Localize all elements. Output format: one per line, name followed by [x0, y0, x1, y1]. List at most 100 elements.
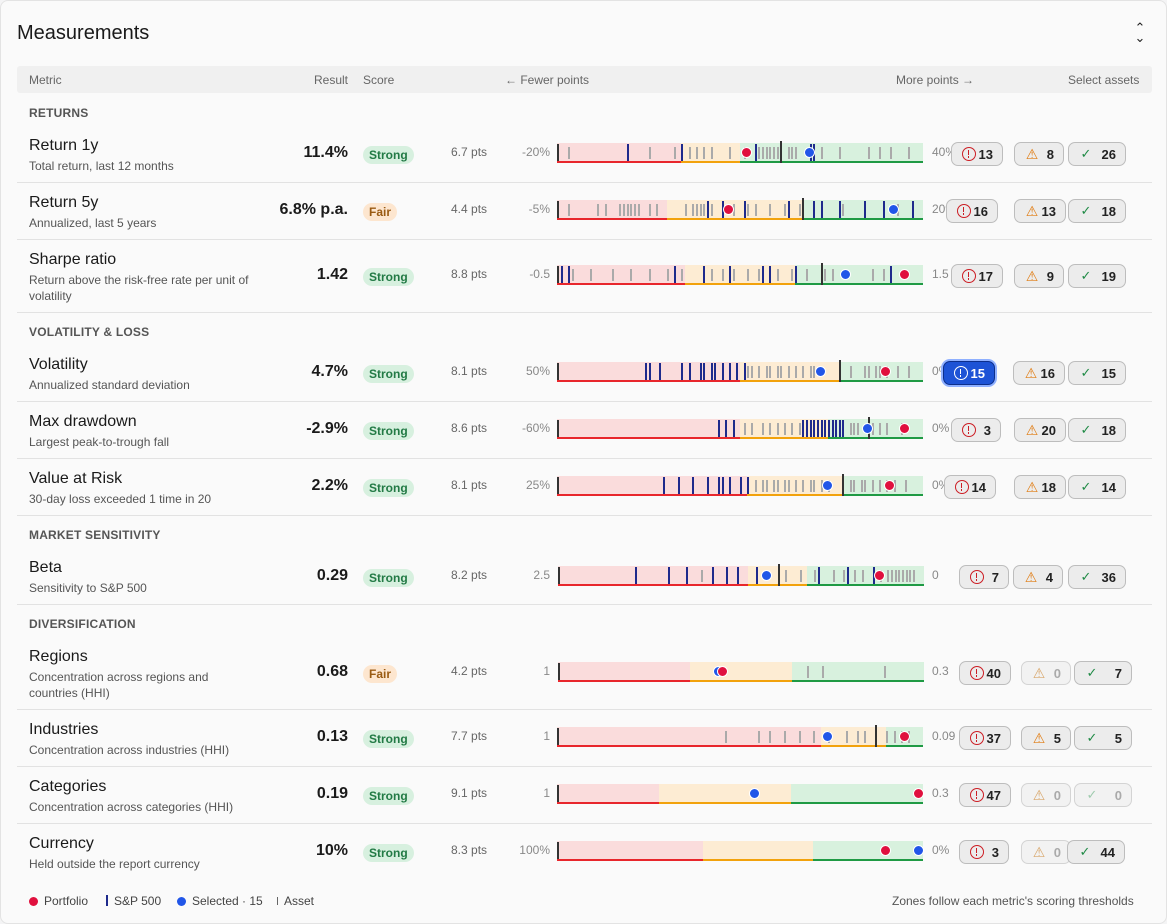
warning-filter-chip[interactable]: ⚠ 5 — [1021, 726, 1071, 750]
asset-tick[interactable] — [838, 147, 841, 159]
asset-tick[interactable] — [913, 570, 916, 582]
asset-tick[interactable] — [604, 204, 607, 216]
asset-tick[interactable] — [685, 204, 688, 216]
asset-tick[interactable] — [633, 204, 636, 216]
warning-filter-chip[interactable]: ⚠ 4 — [1013, 565, 1063, 589]
asset-tick[interactable] — [750, 423, 753, 435]
asset-tick[interactable] — [787, 147, 790, 159]
selected-asset-tick[interactable] — [842, 420, 845, 437]
asset-tick[interactable] — [883, 666, 886, 678]
asset-tick[interactable] — [820, 147, 823, 159]
asset-tick[interactable] — [904, 480, 907, 492]
selected-asset-tick[interactable] — [740, 477, 742, 494]
asset-tick[interactable] — [806, 666, 809, 678]
asset-tick[interactable] — [630, 269, 633, 281]
asset-tick[interactable] — [765, 366, 768, 378]
asset-tick[interactable] — [854, 570, 857, 582]
asset-tick[interactable] — [696, 204, 699, 216]
asset-tick[interactable] — [783, 480, 786, 492]
selected-asset-tick[interactable] — [732, 420, 735, 437]
warning-filter-chip[interactable]: ⚠ 8 — [1014, 142, 1064, 166]
asset-tick[interactable] — [692, 204, 695, 216]
asset-tick[interactable] — [805, 269, 808, 281]
selected-asset-tick[interactable] — [560, 266, 563, 283]
asset-tick[interactable] — [893, 731, 896, 743]
selected-asset-tick[interactable] — [681, 144, 684, 161]
error-filter-chip[interactable]: 3 — [959, 840, 1009, 864]
selected-asset-tick[interactable] — [835, 420, 838, 437]
selected-asset-tick[interactable] — [743, 201, 746, 218]
asset-tick[interactable] — [864, 480, 867, 492]
selected-asset-tick[interactable] — [725, 420, 728, 437]
asset-tick[interactable] — [758, 269, 761, 281]
selected-asset-tick[interactable] — [729, 477, 732, 494]
selected-asset-tick[interactable] — [626, 144, 629, 161]
asset-tick[interactable] — [905, 570, 908, 582]
selected-asset-tick[interactable] — [743, 363, 746, 380]
asset-tick[interactable] — [794, 366, 797, 378]
asset-tick[interactable] — [821, 666, 824, 678]
warning-filter-chip[interactable]: ⚠ 0 — [1021, 840, 1071, 864]
asset-tick[interactable] — [710, 204, 713, 216]
selected-asset-tick[interactable] — [816, 420, 819, 437]
error-filter-chip[interactable]: 47 — [959, 783, 1011, 807]
asset-tick[interactable] — [843, 570, 846, 582]
asset-tick[interactable] — [732, 269, 735, 281]
selected-asset-tick[interactable] — [721, 477, 724, 494]
asset-tick[interactable] — [853, 480, 856, 492]
asset-tick[interactable] — [871, 269, 874, 281]
warning-filter-chip[interactable]: ⚠ 20 — [1014, 418, 1066, 442]
asset-tick[interactable] — [879, 147, 882, 159]
selected-asset-tick[interactable] — [718, 477, 721, 494]
asset-tick[interactable] — [813, 366, 816, 378]
asset-tick[interactable] — [761, 423, 764, 435]
chevrons-collapse-icon[interactable]: ⌃ ⌄ — [1134, 20, 1146, 45]
error-filter-chip[interactable]: 15 — [943, 361, 995, 385]
selected-asset-tick[interactable] — [809, 420, 812, 437]
asset-tick[interactable] — [758, 147, 761, 159]
asset-tick[interactable] — [857, 731, 860, 743]
asset-tick[interactable] — [710, 147, 713, 159]
ok-filter-chip[interactable]: ✓ 18 — [1068, 418, 1126, 442]
selected-asset-tick[interactable] — [710, 363, 713, 380]
asset-tick[interactable] — [813, 480, 816, 492]
asset-tick[interactable] — [619, 204, 622, 216]
selected-asset-tick[interactable] — [813, 201, 816, 218]
asset-tick[interactable] — [725, 731, 728, 743]
asset-tick[interactable] — [798, 423, 801, 435]
asset-tick[interactable] — [571, 269, 574, 281]
asset-tick[interactable] — [754, 480, 757, 492]
warning-filter-chip[interactable]: ⚠ 9 — [1014, 264, 1064, 288]
selected-asset-tick[interactable] — [721, 201, 724, 218]
asset-tick[interactable] — [703, 204, 706, 216]
asset-tick[interactable] — [849, 480, 852, 492]
ok-filter-chip[interactable]: ✓ 18 — [1068, 199, 1126, 223]
selected-asset-tick[interactable] — [820, 420, 823, 437]
asset-tick[interactable] — [875, 366, 878, 378]
warning-filter-chip[interactable]: ⚠ 13 — [1014, 199, 1066, 223]
asset-tick[interactable] — [747, 204, 750, 216]
asset-tick[interactable] — [891, 570, 894, 582]
selected-asset-tick[interactable] — [847, 567, 850, 584]
warning-filter-chip[interactable]: ⚠ 18 — [1014, 475, 1066, 499]
asset-tick[interactable] — [794, 480, 797, 492]
asset-tick[interactable] — [842, 204, 845, 216]
selected-asset-tick[interactable] — [663, 477, 666, 494]
selected-asset-tick[interactable] — [648, 363, 651, 380]
selected-asset-tick[interactable] — [912, 201, 915, 218]
selected-asset-tick[interactable] — [686, 567, 689, 584]
selected-asset-tick[interactable] — [667, 567, 670, 584]
asset-tick[interactable] — [809, 366, 812, 378]
asset-tick[interactable] — [780, 366, 783, 378]
warning-filter-chip[interactable]: ⚠ 0 — [1021, 661, 1071, 685]
asset-tick[interactable] — [791, 147, 794, 159]
asset-tick[interactable] — [831, 269, 834, 281]
selected-asset-tick[interactable] — [711, 567, 714, 584]
selected-asset-tick[interactable] — [755, 567, 758, 584]
selected-asset-tick[interactable] — [736, 363, 739, 380]
selected-asset-tick[interactable] — [703, 266, 706, 283]
asset-tick[interactable] — [799, 570, 802, 582]
asset-tick[interactable] — [791, 423, 794, 435]
selected-asset-tick[interactable] — [831, 420, 834, 437]
asset-tick[interactable] — [791, 269, 794, 281]
